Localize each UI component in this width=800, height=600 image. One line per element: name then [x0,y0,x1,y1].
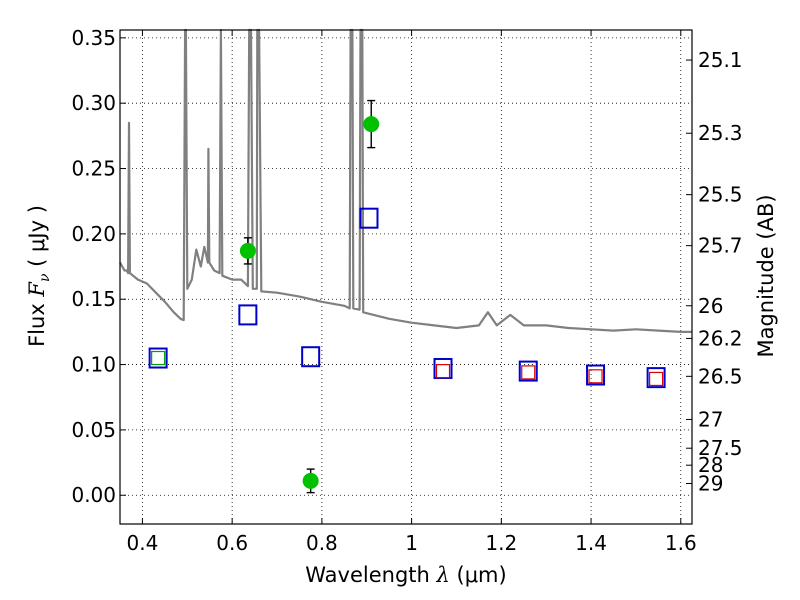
mag-tick-label: 27 [698,407,723,431]
model-square [238,304,258,326]
observed-point [363,116,380,133]
plot-frame [119,29,693,525]
mag-tick-label: 25.5 [698,183,743,207]
x-tick-label: 0.6 [216,531,248,555]
mag-tick-label: 29 [698,471,723,495]
inner-square [649,371,664,387]
y-tick-label: 0.35 [71,26,116,50]
x-tick-label: 0.4 [127,531,159,555]
y-axis-right-title: Magnitude (AB) [754,194,778,357]
mag-tick-label: 26.5 [698,364,743,388]
x-axis-title: Wavelength λ (μm) [305,563,506,587]
y-tick-label: 0.20 [71,222,116,246]
inner-square [588,369,603,384]
observed-point [302,472,319,489]
y-tick-label: 0.00 [71,483,116,507]
y-tick-label: 0.05 [71,418,116,442]
mag-tick-label: 26 [698,294,723,318]
model-square [586,364,606,386]
inner-square [435,363,451,379]
model-square [148,347,168,369]
model-square [646,367,666,389]
spectrum-line [119,28,692,333]
mag-tick-label: 25.3 [698,121,743,145]
y-tick-label: 0.15 [71,287,116,311]
model-square [301,346,321,368]
mag-tick-label: 28 [698,453,723,477]
mag-tick-label: 25.7 [698,234,743,258]
mag-tick-label: 27.5 [698,436,743,460]
x-tick-label: 0.8 [306,531,338,555]
ticks-layer: 0.4 0.6 0.8 1 1.2 1.4 1.6 0.00 0.05 0.10 0.15 0.20 0… [71,26,742,555]
model-square [518,360,538,382]
mag-tick-label: 25.1 [698,48,743,72]
y-tick-label: 0.10 [71,353,116,377]
x-tick-label: 1.6 [665,531,697,555]
x-tick-label: 1.4 [575,531,607,555]
y-axis-title: Flux Fν ( μJy ) [25,205,53,347]
inner-square [151,350,166,366]
model-square [359,207,379,229]
observed-point [239,242,256,259]
markers-layer [148,99,666,494]
x-tick-label: 1.2 [485,531,517,555]
mag-tick-label: 26.2 [698,326,743,350]
x-tick-label: 1 [405,531,418,555]
spectrum-layer [119,28,692,333]
y-tick-label: 0.25 [71,157,116,181]
grid [120,30,692,524]
inner-square [521,365,536,380]
y-tick-label: 0.30 [71,91,116,115]
